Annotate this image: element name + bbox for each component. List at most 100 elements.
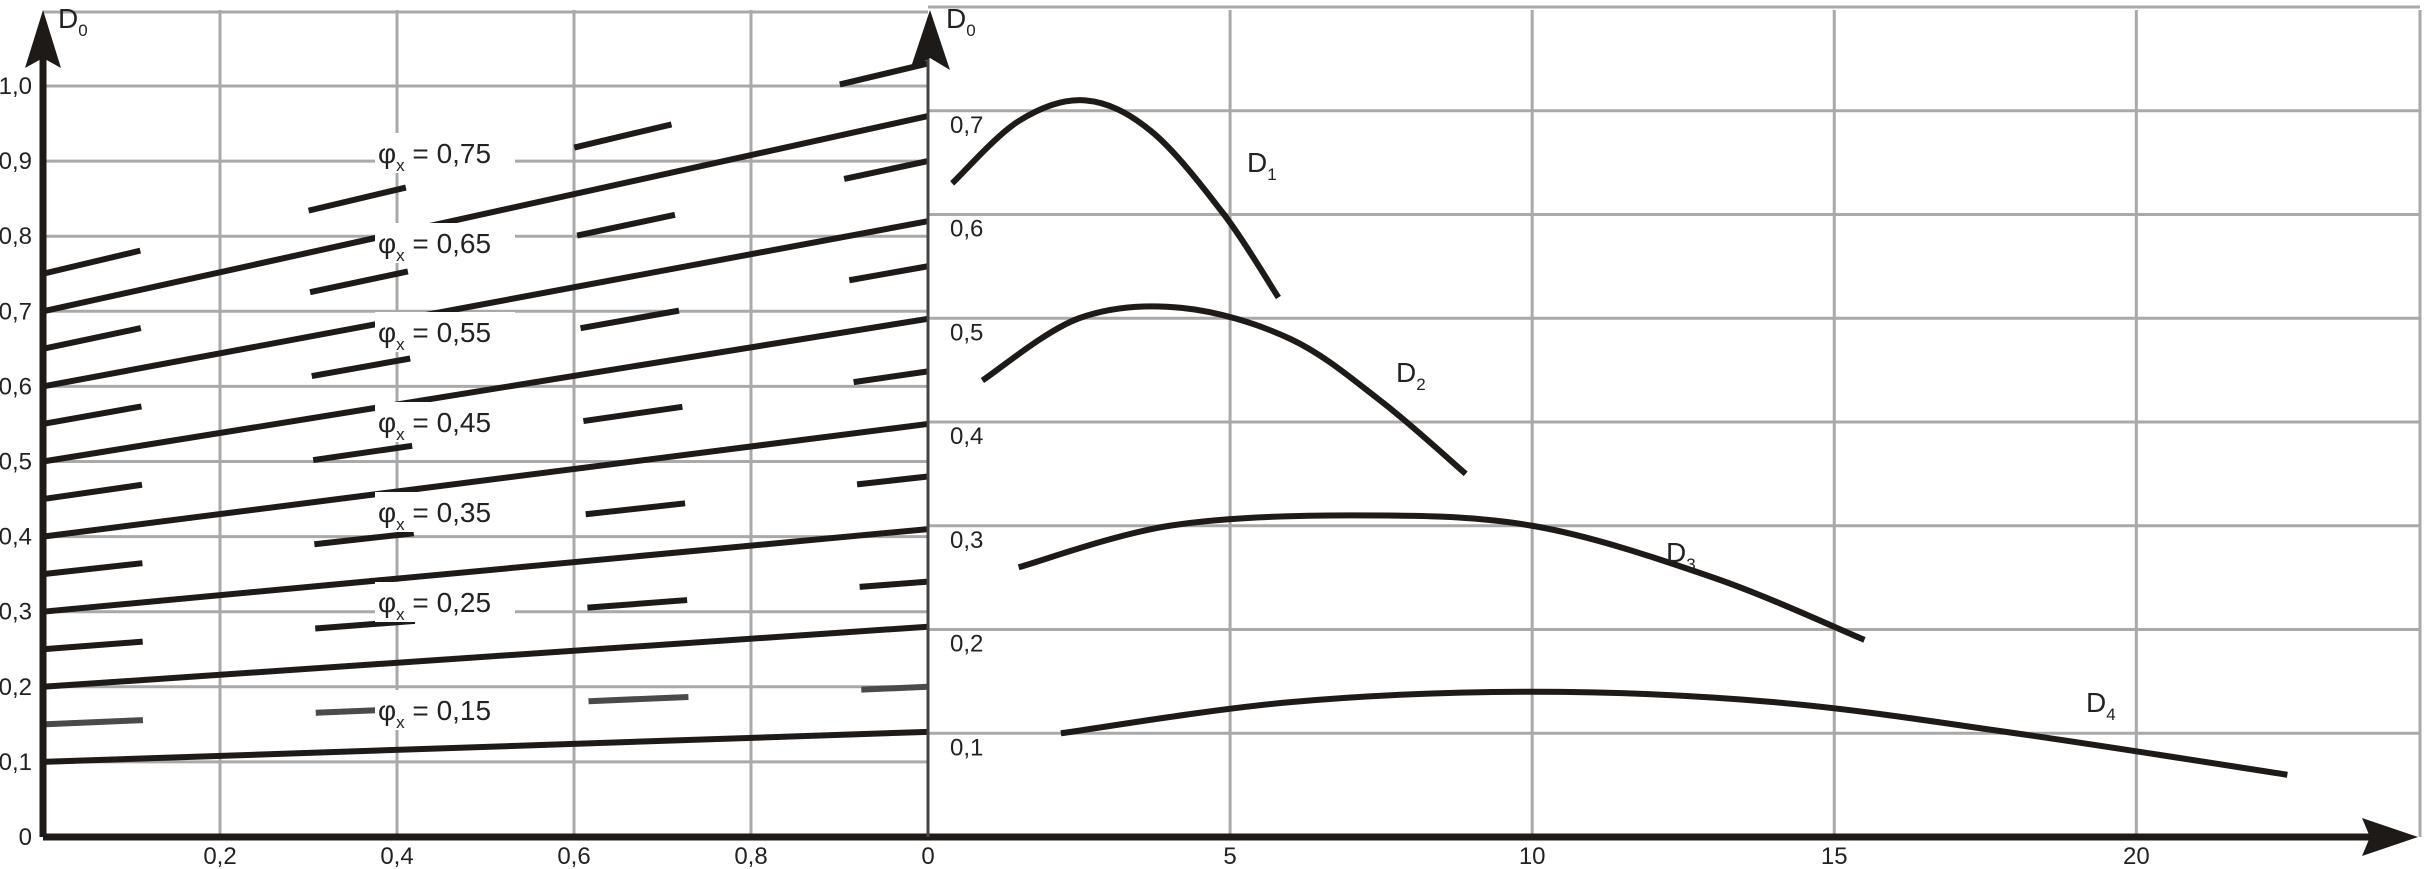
right-y-axis-title-base: D	[946, 3, 966, 34]
right-series-label-base: D	[1396, 357, 1416, 388]
right-y-axis-title: D0	[946, 3, 976, 40]
left-series-line	[42, 420, 929, 540]
phi-subscript: x	[396, 515, 405, 534]
left-y-tick-label: 0,1	[0, 749, 32, 776]
right-series-curve	[980, 303, 1468, 477]
left-y-tick-label: 0,9	[0, 148, 32, 175]
right-x-tick-label: 10	[1519, 843, 1546, 869]
left-series-line	[42, 728, 929, 765]
right-y-axis-arrow	[910, 10, 950, 70]
left-y-tick-label: 0,7	[0, 298, 32, 325]
phi-value: = 0,25	[405, 587, 491, 618]
axes	[25, 10, 2418, 856]
phi-symbol: φ	[378, 587, 396, 618]
phi-subscript: x	[396, 605, 405, 624]
phi-subscript: x	[396, 335, 405, 354]
left-x-tick-label: 0,2	[203, 843, 236, 869]
right-series-label: D1	[1247, 147, 1277, 184]
left-label-bg	[375, 492, 515, 532]
left-y-tick-label: 0,5	[0, 449, 32, 476]
right-series-curve	[950, 97, 1281, 300]
phi-symbol: φ	[378, 695, 396, 726]
left-x-tick-label: 0,4	[380, 843, 413, 869]
right-series	[950, 97, 2288, 778]
left-series-label: φx = 0,75	[378, 138, 491, 175]
left-y-tick-label: 0,8	[0, 223, 32, 250]
left-y-tick-label: 0,6	[0, 373, 32, 400]
left-series-label: φx = 0,45	[378, 407, 491, 444]
right-y-tick-label: 0,6	[950, 216, 983, 243]
phi-subscript: x	[396, 156, 405, 175]
right-y-tick-label: 0,1	[950, 734, 983, 761]
right-y-tick-label: 0,4	[950, 423, 983, 450]
phi-value: = 0,55	[405, 317, 491, 348]
right-series-label-base: D	[1247, 147, 1267, 178]
left-series-line	[42, 218, 929, 390]
left-label-bg	[375, 402, 515, 442]
phi-value: = 0,15	[405, 695, 491, 726]
right-x-tick-label: 20	[2123, 843, 2150, 869]
right-series-curve	[1017, 512, 1866, 643]
left-series-label: φx = 0,25	[378, 587, 491, 624]
right-series-label-sub: 3	[1686, 555, 1695, 574]
x-axis-arrow	[2362, 818, 2418, 856]
left-label-bg	[375, 312, 515, 352]
phi-subscript: x	[396, 425, 405, 444]
left-series-label: φx = 0,55	[378, 317, 491, 354]
right-y-tick-label: 0,5	[950, 319, 983, 346]
right-series-label-sub: 1	[1267, 165, 1276, 184]
phi-subscript: x	[396, 713, 405, 732]
left-x-tick-label: 0,8	[734, 843, 767, 869]
left-series-line	[42, 315, 929, 465]
phi-subscript: x	[396, 246, 405, 265]
right-series-label-sub: 4	[2106, 705, 2115, 724]
phi-value: = 0,75	[405, 138, 491, 169]
left-y-axis-title-sub: 0	[78, 21, 87, 40]
right-x-tick-label: 0	[921, 843, 934, 869]
phi-value: = 0,65	[405, 228, 491, 259]
left-series-line	[42, 526, 929, 615]
right-series-label-sub: 2	[1416, 375, 1425, 394]
phi-value: = 0,35	[405, 497, 491, 528]
right-grid	[928, 5, 2422, 837]
left-series-label: φx = 0,35	[378, 497, 491, 534]
left-label-bg	[375, 690, 515, 730]
right-y-tick-label: 0,2	[950, 631, 983, 658]
left-series-line	[42, 623, 929, 690]
left-y-tick-label: 1,0	[0, 73, 32, 100]
right-series-label: D2	[1396, 357, 1426, 394]
right-series-label-base: D	[1666, 537, 1686, 568]
right-series-label: D4	[2086, 687, 2116, 724]
right-x-tick-label: 5	[1223, 843, 1236, 869]
phi-symbol: φ	[378, 407, 396, 438]
left-series-label: φx = 0,65	[378, 228, 491, 265]
left-label-bg	[375, 582, 515, 622]
phi-value: = 0,45	[405, 407, 491, 438]
right-series-label-base: D	[2086, 687, 2106, 718]
left-y-tick-label: 0,4	[0, 524, 32, 551]
left-y-tick-label: 0,3	[0, 599, 32, 626]
left-label-bg	[375, 133, 515, 173]
right-y-tick-label: 0,7	[950, 112, 983, 139]
left-label-bg	[375, 223, 515, 263]
left-y-axis-title-base: D	[58, 3, 78, 34]
left-y-tick-label: 0,2	[0, 674, 32, 701]
left-y-axis-title: D0	[58, 3, 88, 40]
left-x-tick-label: 0,6	[557, 843, 590, 869]
right-x-tick-label: 15	[1821, 843, 1848, 869]
right-y-tick-label: 0,3	[950, 527, 983, 554]
phi-symbol: φ	[378, 497, 396, 528]
left-series-label: φx = 0,15	[378, 695, 491, 732]
left-series-line	[42, 113, 929, 315]
phi-symbol: φ	[378, 228, 396, 259]
right-series-curve	[1060, 688, 2288, 778]
left-y-tick-label: 0	[19, 824, 32, 851]
right-series-label: D3	[1666, 537, 1696, 574]
phi-symbol: φ	[378, 138, 396, 169]
phi-symbol: φ	[378, 317, 396, 348]
left-series	[42, 60, 929, 765]
left-y-axis-arrow	[25, 10, 61, 68]
tick-labels: 0 0,1 0,2 0,3 0,4 0,5 0,6 0,7 0,8 0,9 1,0 0,2 0,4 0,6…	[0, 3, 2150, 869]
